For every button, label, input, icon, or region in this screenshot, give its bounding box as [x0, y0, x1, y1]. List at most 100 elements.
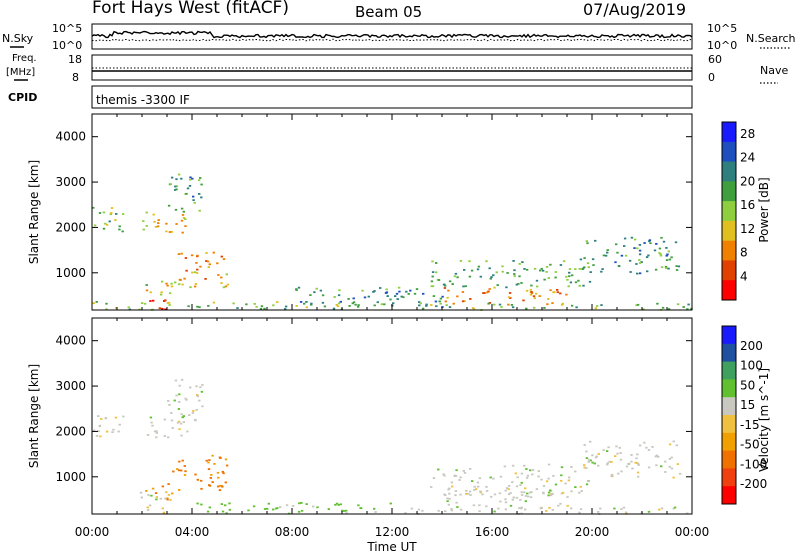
data-cell: [168, 292, 172, 295]
data-cell: [196, 395, 199, 398]
nsky-tick-top: 10^5: [52, 22, 82, 35]
data-cell: [389, 298, 392, 301]
data-cell: [437, 509, 440, 512]
data-cell: [619, 452, 622, 454]
data-cell: [615, 243, 618, 246]
data-cell: [431, 275, 434, 278]
data-cell: [430, 285, 433, 288]
data-cell: [636, 272, 639, 275]
data-cell: [444, 284, 447, 287]
data-cell: [97, 430, 100, 432]
data-cell: [447, 289, 450, 292]
data-cell: [508, 292, 512, 294]
data-cell: [181, 459, 184, 462]
data-cell: [199, 177, 202, 179]
data-cell: [616, 452, 619, 455]
data-cell: [623, 237, 627, 240]
data-cell: [492, 477, 495, 480]
data-cell: [448, 487, 451, 490]
freq-unit-label: [MHz]: [6, 67, 35, 78]
data-cell: [545, 266, 549, 268]
data-cell: [198, 399, 201, 402]
data-cell: [665, 254, 668, 257]
data-cell: [450, 481, 454, 484]
data-cell: [197, 179, 201, 182]
velocity-y-axis: 1000 2000 3000 4000: [55, 334, 692, 484]
data-cell: [179, 422, 183, 425]
data-cell: [276, 301, 279, 303]
data-cell: [529, 288, 532, 291]
data-cell: [660, 465, 663, 468]
data-cell: [587, 480, 591, 483]
data-cell: [635, 457, 638, 460]
data-cell: [178, 401, 181, 403]
data-cell: [565, 275, 568, 278]
data-cell: [178, 460, 181, 463]
x-tick-label: 16:00: [475, 525, 510, 539]
data-cell: [630, 236, 634, 239]
data-cell: [617, 472, 620, 475]
data-cell: [198, 193, 201, 195]
power-colorbar-label: Power [dB]: [757, 177, 771, 242]
data-cell: [142, 228, 145, 231]
data-cell: [228, 508, 232, 511]
data-cell: [180, 219, 184, 222]
data-cell: [425, 305, 428, 307]
data-cell: [633, 247, 636, 249]
colorbar-swatch: [722, 141, 736, 163]
data-cell: [110, 207, 114, 209]
data-cell: [533, 297, 536, 300]
data-cell: [570, 466, 573, 468]
data-cell: [525, 307, 528, 310]
data-cell: [220, 255, 223, 258]
data-cell: [591, 461, 594, 464]
data-cell: [665, 267, 668, 270]
data-cell: [562, 260, 566, 263]
data-cell: [553, 291, 556, 294]
data-cell: [473, 489, 476, 491]
power-y-axis: 1000 2000 3000 4000: [55, 130, 692, 280]
data-cell: [606, 462, 609, 465]
data-cell: [212, 251, 215, 254]
data-cell: [585, 450, 588, 453]
colorbar-swatch: [722, 240, 736, 261]
data-cell: [181, 214, 185, 216]
colorbar-tick-label: -15: [740, 418, 760, 432]
data-cell: [422, 292, 425, 295]
data-cell: [525, 468, 528, 470]
data-cell: [670, 467, 674, 470]
data-cell: [513, 275, 516, 277]
data-cell: [182, 415, 185, 417]
data-cell: [628, 259, 632, 262]
data-cell: [537, 470, 540, 472]
data-cell: [430, 280, 434, 283]
data-cell: [594, 239, 597, 242]
data-cell: [421, 509, 424, 512]
data-cell: [439, 302, 442, 305]
data-cell: [464, 285, 467, 288]
data-cell: [439, 297, 443, 300]
data-cell: [554, 271, 557, 273]
data-cell: [659, 254, 663, 257]
data-cell: [195, 272, 199, 274]
data-cell: [549, 263, 552, 266]
data-cell: [554, 483, 558, 486]
data-cell: [639, 444, 642, 447]
data-cell: [530, 292, 534, 295]
data-cell: [226, 283, 230, 286]
data-cell: [122, 415, 125, 418]
data-cell: [168, 304, 171, 306]
data-cell: [339, 503, 342, 506]
data-cell: [583, 466, 586, 469]
data-cell: [450, 508, 453, 510]
data-cell: [587, 266, 590, 269]
data-cell: [115, 213, 118, 215]
data-cell: [507, 493, 511, 496]
data-cell: [675, 265, 678, 267]
data-cell: [95, 435, 99, 437]
data-cell: [488, 302, 492, 304]
data-cell: [327, 508, 330, 510]
data-cell: [618, 446, 621, 449]
data-cell: [549, 289, 552, 292]
data-cell: [585, 240, 588, 242]
